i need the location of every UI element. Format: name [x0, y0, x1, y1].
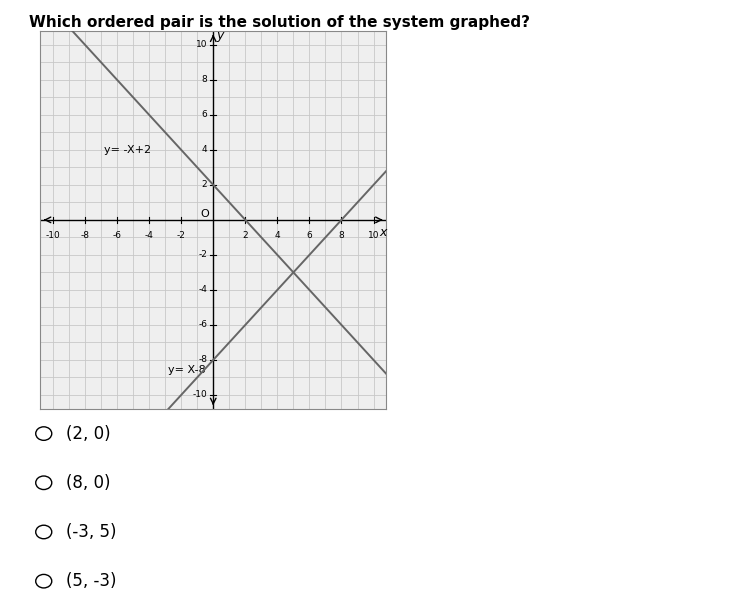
Text: 2: 2 [243, 231, 248, 240]
Text: -8: -8 [80, 231, 90, 240]
Text: O: O [200, 208, 208, 219]
Text: -6: -6 [112, 231, 122, 240]
Text: 4: 4 [201, 145, 207, 154]
Text: -4: -4 [144, 231, 154, 240]
Text: 8: 8 [201, 75, 207, 84]
Text: 8: 8 [338, 231, 344, 240]
Text: 2: 2 [201, 180, 207, 189]
Text: -10: -10 [192, 391, 207, 400]
Text: x: x [380, 226, 387, 239]
Text: -8: -8 [198, 355, 207, 365]
Text: y= -X+2: y= -X+2 [104, 145, 152, 155]
Text: (2, 0): (2, 0) [66, 424, 110, 443]
Text: -10: -10 [45, 231, 61, 240]
Text: -6: -6 [198, 320, 207, 330]
Text: 10: 10 [368, 231, 379, 240]
Text: -4: -4 [198, 285, 207, 295]
Text: -2: -2 [198, 250, 207, 260]
Text: 6: 6 [201, 110, 207, 119]
Text: -2: -2 [176, 231, 186, 240]
Text: (5, -3): (5, -3) [66, 572, 116, 590]
Text: y= X-8: y= X-8 [168, 365, 206, 375]
Text: Which ordered pair is the solution of the system graphed?: Which ordered pair is the solution of th… [29, 15, 530, 30]
Text: (8, 0): (8, 0) [66, 474, 110, 492]
Text: y: y [217, 29, 224, 42]
Text: 4: 4 [275, 231, 280, 240]
Text: (-3, 5): (-3, 5) [66, 523, 116, 541]
Text: 10: 10 [195, 40, 207, 49]
Text: 6: 6 [307, 231, 312, 240]
